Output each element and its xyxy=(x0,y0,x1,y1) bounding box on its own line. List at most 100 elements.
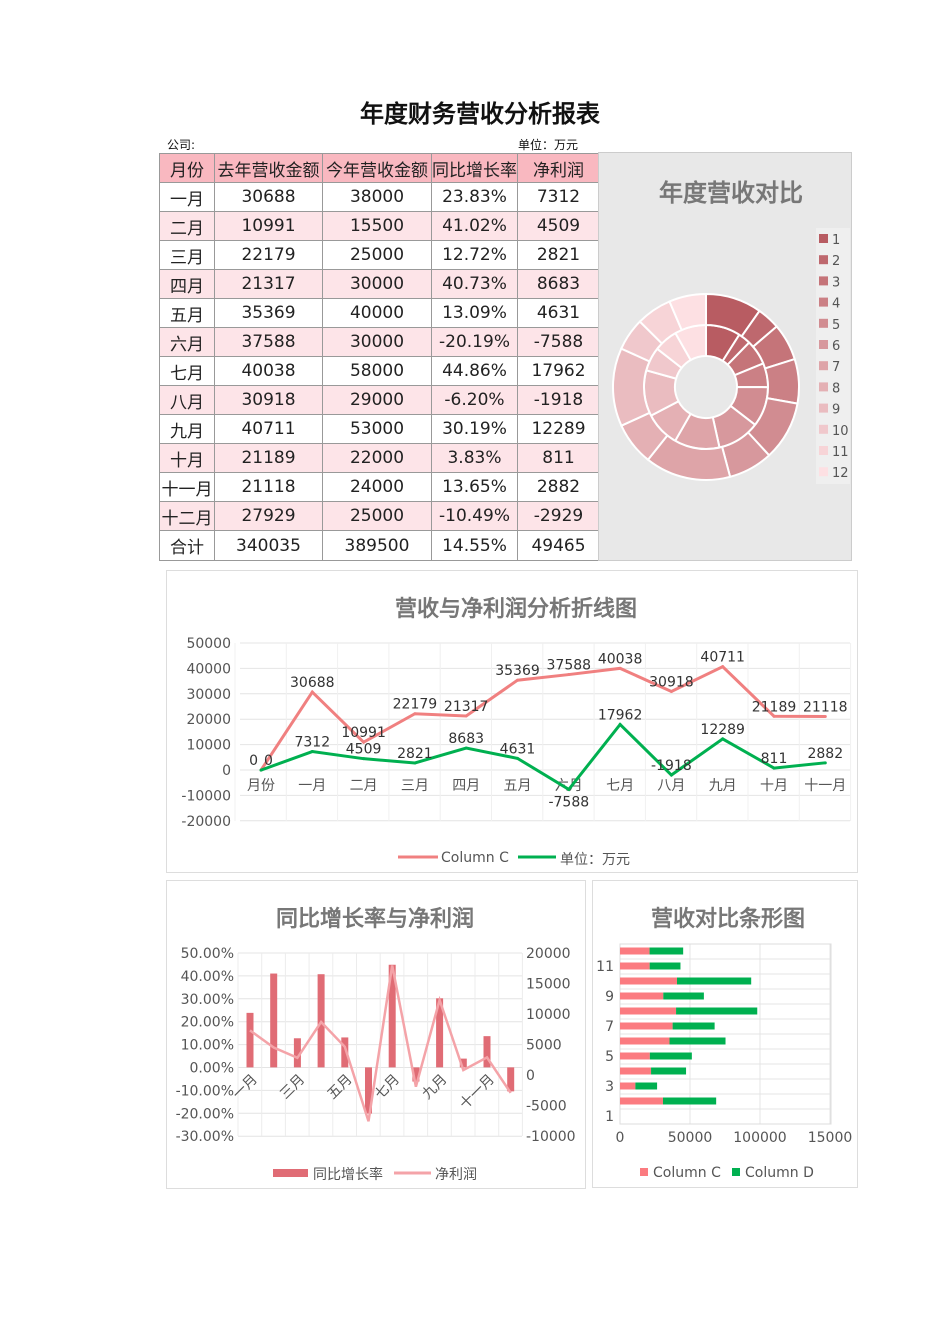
table-cell[interactable]: 10991 xyxy=(214,211,323,241)
table-cell[interactable]: 811 xyxy=(517,443,600,473)
table-cell[interactable]: 30.19% xyxy=(431,414,518,444)
table-cell[interactable]: 四月 xyxy=(159,269,215,299)
table-cell[interactable]: -20.19% xyxy=(431,327,518,357)
table-cell[interactable]: 21189 xyxy=(214,443,323,473)
table-cell[interactable]: 13.09% xyxy=(431,298,518,328)
table-cell[interactable]: 4509 xyxy=(517,211,600,241)
table-cell[interactable]: 12289 xyxy=(517,414,600,444)
table-cell[interactable]: 12.72% xyxy=(431,240,518,270)
table-cell[interactable]: 40711 xyxy=(214,414,323,444)
table-cell[interactable]: 37588 xyxy=(214,327,323,357)
table-cell[interactable]: 21118 xyxy=(214,472,323,502)
data-label: 0 xyxy=(264,753,273,769)
legend-swatch xyxy=(819,234,828,243)
y-right-tick-label: -10000 xyxy=(526,1129,576,1145)
table-header-row: 月份 去年营收金额 今年营收金额 同比增长率 净利润 xyxy=(159,153,600,183)
table-cell[interactable]: 29000 xyxy=(322,385,432,415)
data-label: 4631 xyxy=(500,741,536,757)
table-cell[interactable]: -10.49% xyxy=(431,501,518,531)
table-cell[interactable]: 去年营收金额 xyxy=(214,153,323,183)
series-line-1 xyxy=(260,722,826,792)
table-row: 九月 40711 53000 30.19% 12289 xyxy=(159,414,600,444)
combo-chart-panel[interactable] xyxy=(166,880,586,1189)
table-cell[interactable]: 净利润 xyxy=(517,153,600,183)
legend-swatch xyxy=(819,446,828,455)
bar-segment-column-d xyxy=(669,1037,726,1045)
table-cell[interactable]: 44.86% xyxy=(431,356,518,386)
table-cell[interactable]: 17962 xyxy=(517,356,600,386)
bar-segment-column-c xyxy=(620,1082,636,1090)
bar-segment-column-c xyxy=(620,992,664,1000)
y-right-tick-label: 10000 xyxy=(526,1007,571,1023)
table-cell[interactable]: 25000 xyxy=(322,240,432,270)
line-chart-panel[interactable] xyxy=(166,570,858,873)
bar-segment-column-d xyxy=(672,1022,715,1030)
data-label: 17962 xyxy=(598,707,643,723)
table-cell[interactable]: 八月 xyxy=(159,385,215,415)
y-left-tick-label: 10.00% xyxy=(181,1038,234,1054)
data-label: 30918 xyxy=(649,675,694,691)
table-cell[interactable]: 40038 xyxy=(214,356,323,386)
table-cell[interactable]: 340035 xyxy=(214,530,323,561)
table-cell[interactable]: 25000 xyxy=(322,501,432,531)
table-cell[interactable]: -6.20% xyxy=(431,385,518,415)
legend-swatch xyxy=(819,424,828,434)
table-cell[interactable]: 58000 xyxy=(322,356,432,386)
bar-segment-column-d xyxy=(649,1052,692,1060)
data-point xyxy=(721,737,725,741)
table-cell[interactable]: 十二月 xyxy=(159,501,215,531)
y-left-tick-label: 20.00% xyxy=(181,1015,234,1031)
table-cell[interactable]: 合计 xyxy=(159,530,215,561)
table-cell[interactable]: 35369 xyxy=(214,298,323,328)
bar-segment-column-d xyxy=(651,1067,687,1075)
table-cell[interactable]: 7312 xyxy=(517,182,600,212)
table-cell[interactable]: 一月 xyxy=(159,182,215,212)
table-cell[interactable]: -7588 xyxy=(517,327,600,357)
table-row: 五月 35369 40000 13.09% 4631 xyxy=(159,298,600,328)
legend-swatch xyxy=(819,361,828,371)
table-cell[interactable]: 14.55% xyxy=(431,530,518,561)
table-cell[interactable]: 30918 xyxy=(214,385,323,415)
legend-label: 11 xyxy=(832,445,849,460)
table-cell[interactable]: 27929 xyxy=(214,501,323,531)
table-cell[interactable]: 二月 xyxy=(159,211,215,241)
table-cell[interactable]: 22179 xyxy=(214,240,323,270)
bar-segment-column-c xyxy=(620,1022,673,1030)
data-point xyxy=(823,714,827,718)
plot-area xyxy=(619,943,832,1125)
table-cell[interactable]: 389500 xyxy=(322,530,432,561)
table-cell[interactable]: 九月 xyxy=(159,414,215,444)
y-tick-label: 1 xyxy=(605,1109,614,1125)
y-tick-label: 7 xyxy=(605,1019,614,1035)
table-cell[interactable]: 同比增长率 xyxy=(431,153,518,183)
y-tick-label: 50000 xyxy=(186,636,231,652)
table-row: 四月 21317 30000 40.73% 8683 xyxy=(159,269,600,299)
table-cell[interactable]: 30688 xyxy=(214,182,323,212)
data-label: 2882 xyxy=(807,746,843,762)
table-cell[interactable]: 53000 xyxy=(322,414,432,444)
table-cell[interactable]: 七月 xyxy=(159,356,215,386)
growth-bar xyxy=(341,1037,349,1068)
table-cell[interactable]: 六月 xyxy=(159,327,215,357)
donut-outer-segment xyxy=(668,292,707,332)
x-tick-label: 三月 xyxy=(401,778,429,794)
legend-swatch xyxy=(640,1168,648,1176)
table-cell[interactable]: 十月 xyxy=(159,443,215,473)
table-cell[interactable]: 三月 xyxy=(159,240,215,270)
table-row: 三月 22179 25000 12.72% 2821 xyxy=(159,240,600,270)
table-cell[interactable]: 49465 xyxy=(517,530,600,561)
table-cell[interactable]: 五月 xyxy=(159,298,215,328)
growth-bar xyxy=(388,964,396,1068)
table-cell[interactable]: 今年营收金额 xyxy=(322,153,432,183)
data-label: -7588 xyxy=(548,794,589,810)
table-cell[interactable]: 40.73% xyxy=(431,269,518,299)
data-point xyxy=(823,761,827,765)
legend-swatch xyxy=(819,403,828,413)
x-tick-label: 九月 xyxy=(419,1072,450,1103)
table-cell[interactable]: 41.02% xyxy=(431,211,518,241)
table-cell[interactable]: 2821 xyxy=(517,240,600,270)
chart-title: 同比增长率与净利润 xyxy=(276,906,474,932)
data-label: 30688 xyxy=(290,675,335,691)
table-cell[interactable]: 十一月 xyxy=(159,472,215,502)
table-cell[interactable]: 2882 xyxy=(517,472,600,502)
